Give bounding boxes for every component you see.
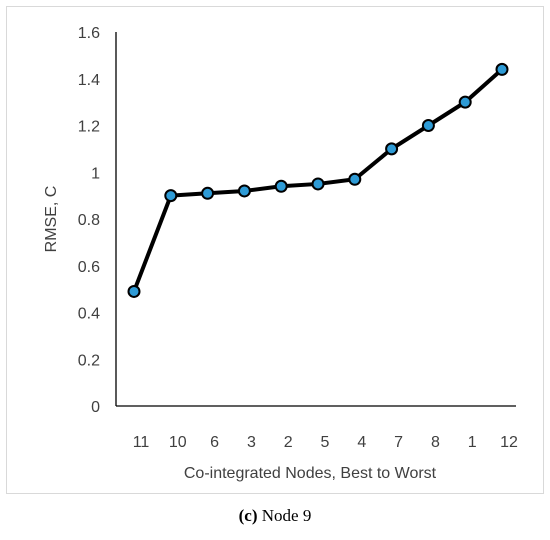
data-point bbox=[421, 119, 435, 132]
data-point bbox=[127, 284, 141, 298]
data-point bbox=[311, 177, 325, 191]
y-tick-label: 1.4 bbox=[78, 72, 100, 89]
y-tick-label: 0.6 bbox=[78, 259, 100, 276]
rmse-line-chart: 0 0.2 0.4 0.6 0.8 1 1.2 1.4 1.6 11 10 6 3 2 5 4 7 8 1 12 R… bbox=[43, 25, 518, 482]
data-point bbox=[348, 172, 362, 186]
x-tick-labels: 11 10 6 3 2 5 4 7 8 1 12 bbox=[133, 434, 518, 451]
y-tick-label: 1.6 bbox=[78, 25, 100, 42]
y-tick-label: 0 bbox=[91, 399, 100, 416]
x-tick-label: 4 bbox=[357, 434, 366, 451]
data-point bbox=[201, 186, 215, 200]
x-tick-label: 11 bbox=[133, 434, 150, 451]
y-tick-labels: 0 0.2 0.4 0.6 0.8 1 1.2 1.4 1.6 bbox=[78, 25, 100, 416]
y-tick-label: 1 bbox=[91, 165, 100, 182]
x-tick-label: 5 bbox=[321, 434, 330, 451]
data-point bbox=[274, 179, 288, 193]
caption-letter: (c) bbox=[238, 506, 258, 525]
y-tick-label: 1.2 bbox=[78, 119, 100, 136]
data-point bbox=[385, 142, 399, 156]
y-tick-label: 0.8 bbox=[78, 212, 100, 229]
x-tick-label: 2 bbox=[284, 434, 293, 451]
caption-text: Node 9 bbox=[257, 506, 312, 525]
figure-caption: (c) Node 9 bbox=[0, 506, 550, 526]
series-markers bbox=[127, 62, 509, 298]
data-point bbox=[237, 184, 251, 198]
x-axis-title: Co-integrated Nodes, Best to Worst bbox=[184, 465, 437, 482]
x-tick-label: 8 bbox=[431, 434, 440, 451]
x-tick-label: 12 bbox=[500, 434, 518, 451]
y-tick-label: 0.4 bbox=[78, 306, 100, 323]
x-tick-label: 7 bbox=[394, 434, 403, 451]
chart-frame bbox=[6, 6, 544, 494]
data-point bbox=[495, 62, 509, 76]
x-tick-label: 6 bbox=[210, 434, 219, 451]
y-axis-title: RMSE, C bbox=[43, 186, 60, 253]
x-tick-label: 1 bbox=[468, 434, 477, 451]
x-tick-label: 10 bbox=[169, 434, 187, 451]
x-tick-label: 3 bbox=[247, 434, 256, 451]
data-point bbox=[164, 189, 178, 203]
y-tick-label: 0.2 bbox=[78, 352, 100, 369]
data-point bbox=[458, 95, 472, 109]
axes bbox=[115, 32, 516, 407]
